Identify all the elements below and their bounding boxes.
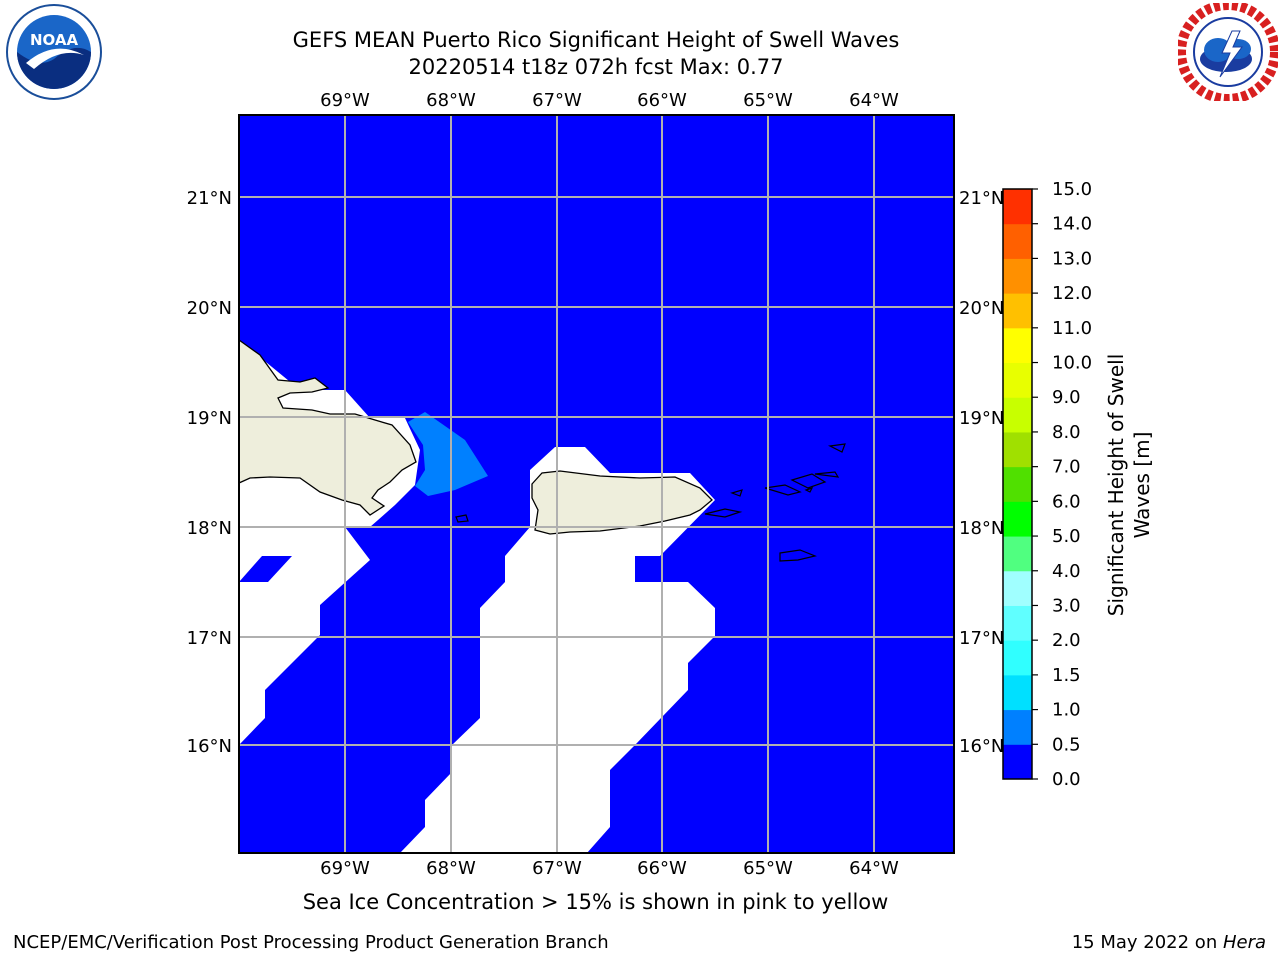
lat-label-left: 21°N: [187, 188, 232, 209]
noaa-logo-text: NOAA: [30, 31, 79, 49]
lon-label-top: 65°W: [743, 90, 793, 111]
colorbar-segment: [1003, 570, 1032, 606]
colorbar-tick-label: 9.0: [1052, 387, 1081, 408]
colorbar-segment: [1003, 536, 1032, 572]
colorbar-segment: [1003, 327, 1032, 364]
footer-date: 15 May 2022 on Hera: [1072, 932, 1266, 953]
colorbar-segment: [1003, 674, 1032, 711]
land-puerto-rico: [531, 470, 713, 535]
sea-ice-caption: Sea Ice Concentration > 15% is shown in …: [302, 890, 889, 914]
colorbar-segment: [1003, 431, 1032, 468]
colorbar-tick-label: 10.0: [1052, 353, 1092, 374]
no-data-notch: [239, 556, 292, 582]
colorbar-segment: [1003, 397, 1032, 433]
nws-logo: [1178, 3, 1278, 101]
lon-label-bottom: 68°W: [426, 858, 476, 879]
footer-credit: NCEP/EMC/Verification Post Processing Pr…: [13, 932, 609, 953]
colorbar-tick-label: 2.0: [1052, 630, 1081, 651]
lon-label-top: 64°W: [849, 90, 899, 111]
lat-label-right: 20°N: [959, 298, 1004, 319]
colorbar-segment: [1003, 223, 1032, 259]
lon-label-bottom: 69°W: [320, 858, 370, 879]
colorbar-tick-label: 5.0: [1052, 526, 1081, 547]
lat-label-left: 19°N: [187, 408, 232, 429]
lat-label-right: 19°N: [959, 408, 1004, 429]
land-mona: [455, 514, 469, 523]
lat-label-right: 17°N: [959, 628, 1004, 649]
colorbar-tick-label: 0.0: [1052, 769, 1081, 790]
colorbar-label-line1: Significant Height of Swell: [1104, 354, 1128, 616]
lon-label-bottom: 64°W: [849, 858, 899, 879]
colorbar-tick-label: 13.0: [1052, 248, 1092, 269]
colorbar-tick-label: 14.0: [1052, 214, 1092, 235]
colorbar-tick-label: 8.0: [1052, 422, 1081, 443]
colorbar-frame: [1002, 188, 1033, 780]
map-frame: [238, 114, 955, 854]
lat-label-left: 18°N: [187, 518, 232, 539]
colorbar-tick-label: 1.5: [1052, 665, 1081, 686]
lat-label-right: 21°N: [959, 188, 1004, 209]
colorbar-segment: [1003, 709, 1032, 745]
lon-label-bottom: 65°W: [743, 858, 793, 879]
colorbar-tick-label: 11.0: [1052, 318, 1092, 339]
lon-label-top: 68°W: [426, 90, 476, 111]
colorbar-tick-label: 7.0: [1052, 457, 1081, 478]
lon-label-top: 67°W: [532, 90, 582, 111]
colorbar-segment: [1003, 258, 1032, 294]
colorbar-segment: [1003, 501, 1032, 537]
lon-label-top: 66°W: [637, 90, 687, 111]
land-virgin-islands: [764, 443, 846, 496]
colorbar-segment: [1003, 362, 1032, 398]
colorbar-segment: [1003, 744, 1032, 780]
colorbar-label-line2: Waves [m]: [1130, 432, 1154, 539]
lat-label-right: 18°N: [959, 518, 1004, 539]
footer-date-text: 15 May 2022 on: [1071, 932, 1223, 953]
colorbar-segment: [1003, 466, 1032, 502]
colorbar-tick-label: 12.0: [1052, 283, 1092, 304]
lon-label-bottom: 66°W: [637, 858, 687, 879]
colorbar-tick-label: 0.5: [1052, 734, 1081, 755]
lon-label-top: 69°W: [320, 90, 370, 111]
land-st-croix: [779, 549, 817, 562]
lat-label-right: 16°N: [959, 736, 1004, 757]
land-vieques: [704, 508, 743, 518]
colorbar-tick-label: 1.0: [1052, 700, 1081, 721]
colorbar-tick-label: 15.0: [1052, 179, 1092, 200]
colorbar-segment: [1003, 640, 1032, 676]
chart-title: GEFS MEAN Puerto Rico Significant Height…: [292, 28, 900, 52]
lat-label-left: 20°N: [187, 298, 232, 319]
lat-label-left: 17°N: [187, 628, 232, 649]
noaa-logo: NOAA: [6, 4, 102, 100]
lat-label-left: 16°N: [187, 736, 232, 757]
colorbar: 0.0 0.5 1.0 1.5 2.0 3.0 4.0 5.0 6.0 7.0 8.0 9.0 10.0…: [1002, 179, 1092, 790]
swell-patch-0-5-1-0: [408, 412, 488, 496]
colorbar-segment: [1003, 605, 1032, 641]
land-culebra: [730, 489, 743, 497]
graticule: [239, 115, 954, 853]
land-hispaniola: [239, 339, 417, 516]
colorbar-tick-label: 6.0: [1052, 491, 1081, 512]
colorbar-segment: [1003, 293, 1032, 329]
chart-subtitle: 20220514 t18z 072h fcst Max: 0.77: [408, 55, 784, 79]
lon-label-bottom: 67°W: [532, 858, 582, 879]
colorbar-segment: [1003, 189, 1032, 225]
footer-host: Hera: [1222, 932, 1266, 953]
colorbar-tick-label: 4.0: [1052, 561, 1081, 582]
colorbar-tick-label: 3.0: [1052, 595, 1081, 616]
